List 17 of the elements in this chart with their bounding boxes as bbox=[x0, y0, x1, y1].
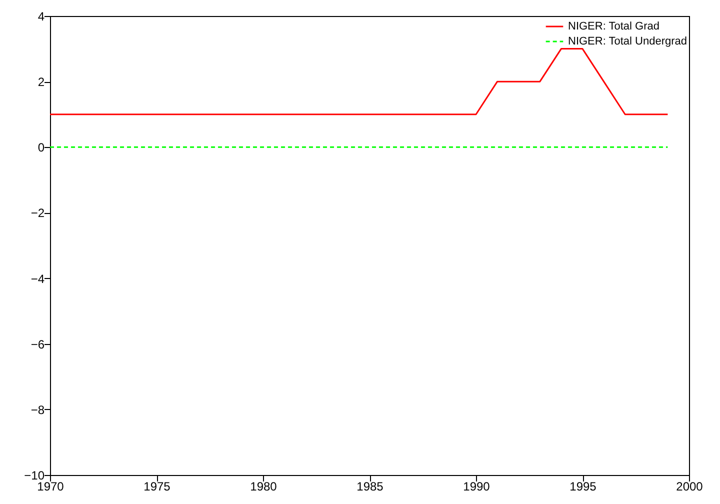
y-tick-label: −2 bbox=[30, 206, 45, 220]
y-tick-label: −10 bbox=[24, 468, 45, 482]
y-tick-label: −4 bbox=[30, 272, 45, 286]
legend-label: NIGER: Total Grad bbox=[568, 20, 660, 32]
y-tick-label: −6 bbox=[30, 337, 45, 352]
y-tick-label: −8 bbox=[30, 402, 45, 417]
x-tick-label: 1985 bbox=[356, 480, 384, 494]
y-tick-label: 4 bbox=[38, 10, 45, 24]
y-tick-label: 2 bbox=[38, 75, 45, 90]
x-tick-label: 1990 bbox=[463, 480, 490, 494]
x-tick-label: 1980 bbox=[250, 480, 278, 494]
x-tick-label: 1995 bbox=[570, 480, 597, 494]
legend-label: NIGER: Total Undergrad bbox=[568, 36, 688, 48]
y-tick-label: 0 bbox=[38, 140, 45, 155]
x-tick-label: 1970 bbox=[37, 480, 64, 494]
x-tick-label: 1975 bbox=[144, 480, 171, 494]
x-tick-label: 2000 bbox=[676, 480, 704, 494]
